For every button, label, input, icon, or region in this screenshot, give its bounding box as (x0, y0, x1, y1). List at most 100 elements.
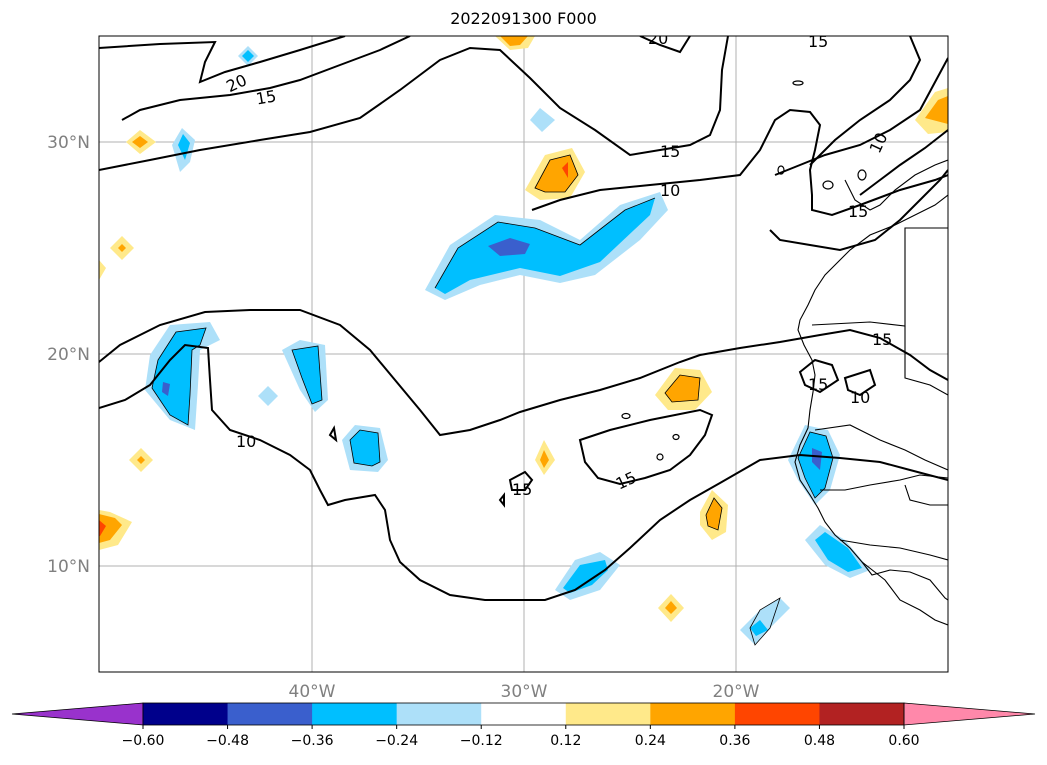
contour-10-mid (531, 108, 948, 217)
contour-15-east-small-1 (798, 358, 840, 394)
colorbar-tick-label: −0.36 (291, 733, 334, 749)
contour-label: 20 (648, 29, 668, 48)
colorbar-segment (227, 703, 313, 725)
anomaly-blob-cyan-band-core (435, 198, 655, 294)
anomaly-warm-f-core (500, 36, 528, 46)
colorbar-tick-label: 0.60 (888, 733, 919, 749)
contour-small-1 (328, 425, 338, 443)
border-6 (861, 561, 948, 626)
africa-coast (794, 194, 948, 601)
colorbar-tick-label: 0.24 (635, 733, 666, 749)
lon-label-30w: 30°W (501, 682, 548, 702)
anomaly-blob-j (530, 108, 555, 132)
contour-15-east-small-2 (843, 368, 877, 397)
contour-10-loop (99, 343, 948, 601)
colorbar-extend-low (11, 702, 144, 726)
colorbar-segment (734, 703, 820, 725)
anomaly-warm-k-core (540, 450, 549, 468)
colorbar-tick-label: −0.60 (122, 733, 165, 749)
contour-10-south (99, 309, 948, 437)
anomaly-warm-d-core (99, 514, 122, 543)
anomaly-warm-b-core (665, 375, 700, 402)
lon-label-20w: 20°W (713, 682, 760, 702)
anomaly-warm-g-core (132, 136, 148, 148)
colorbar-tick-label: 0.48 (804, 733, 835, 749)
colorbar-tick-label: −0.48 (206, 733, 249, 749)
colorbar-tick-label: 0.12 (550, 733, 581, 749)
anomaly-warm-j-core (137, 456, 145, 464)
colorbar-tick-label: −0.24 (375, 733, 418, 749)
contour-20-north (99, 36, 346, 84)
anomaly-warm-l-core (665, 601, 677, 614)
colorbar-segment (481, 703, 567, 725)
lat-label-10n: 10°N (47, 557, 90, 577)
colorbar-extend-high (903, 702, 1036, 726)
anomaly-warm-e-core (925, 96, 948, 124)
contour-label: 15 (848, 202, 868, 221)
contour-label: 15 (254, 86, 277, 108)
contour-inner-east (859, 129, 948, 196)
contour-15-north (121, 36, 411, 121)
border-5 (839, 539, 948, 561)
anomaly-warm-a-red (562, 162, 568, 178)
border-3 (814, 424, 948, 471)
anomaly-blob-h-core (242, 50, 254, 62)
contour-label: 15 (808, 375, 828, 394)
anomaly-warm-c-core (706, 498, 722, 530)
contour-label: 15 (512, 480, 532, 499)
colorbar-segment (143, 703, 229, 725)
small-contours (621, 80, 867, 461)
contour-lines (99, 36, 948, 601)
colorbar-tick-label: −0.12 (460, 733, 503, 749)
anomaly-blob-d-core (750, 620, 768, 636)
colorbar-segment (819, 703, 905, 725)
contour-20-east (809, 36, 922, 166)
contour-15-small (508, 470, 534, 491)
anomaly-warm-d-red (99, 520, 106, 536)
coastlines (794, 159, 948, 626)
border-8 (904, 484, 948, 506)
anomaly-blob-blue-core (488, 238, 530, 256)
anomaly-blob-left-blue (162, 382, 170, 396)
contour-label: 10 (236, 432, 256, 451)
lat-label-30n: 30°N (47, 133, 90, 153)
colorbar-outline (142, 702, 905, 726)
anomaly-blob-i (258, 386, 278, 406)
map-title: 2022091300 F000 (450, 9, 597, 28)
contour-15-mid (99, 36, 729, 171)
contour-ne-1 (774, 57, 948, 176)
anomaly-blob-b-core (350, 430, 380, 466)
anomaly-blob-d (740, 598, 790, 645)
colorbar-segment (396, 703, 482, 725)
contour-label: 15 (872, 330, 892, 349)
anomaly-blob-a-core (292, 346, 322, 404)
anomaly-blob-f-core (815, 532, 862, 572)
axis-labels: 30°N 20°N 10°N 40°W 30°W 20°W (47, 133, 760, 702)
anomaly-blob-left-core (152, 328, 206, 425)
map-frame (98, 35, 949, 673)
contour-label: 15 (660, 142, 680, 161)
border-7 (844, 159, 948, 211)
lon-label-40w: 40°W (289, 682, 336, 702)
colorbar: −0.60 −0.48 −0.36 −0.24 −0.12 0.12 0.24 0.36 0.4… (11, 702, 1036, 749)
anomaly-outlines (151, 154, 834, 646)
colorbar-tick-label: 0.36 (719, 733, 750, 749)
anomaly-blob-e-blue (812, 448, 822, 470)
contour-label: 15 (808, 32, 828, 51)
colorbar-segment (650, 703, 736, 725)
contour-small-2 (498, 492, 505, 508)
contour-label: 10 (850, 388, 870, 407)
contour-label: 10 (660, 181, 680, 200)
contour-15-south (578, 408, 714, 486)
lat-label-20n: 20°N (47, 345, 90, 365)
anomaly-warm-h-core (118, 244, 126, 252)
contour-0-north (639, 36, 691, 54)
colorbar-segment (312, 703, 398, 725)
colorbar-segment (565, 703, 651, 725)
anomaly-blob-g-core (178, 134, 190, 160)
anomaly-warm-i (99, 260, 106, 280)
contour-15-east (769, 169, 948, 252)
border-4 (820, 474, 948, 491)
anomaly-blob-c-core (563, 560, 608, 593)
